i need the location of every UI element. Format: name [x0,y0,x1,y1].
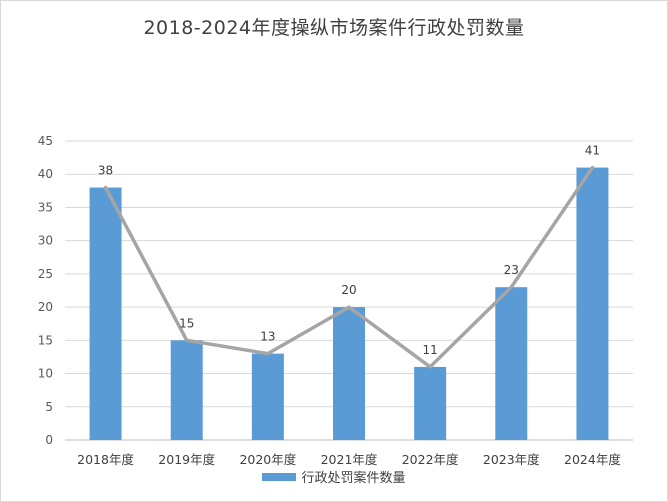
y-tick-label: 35 [38,200,53,214]
y-tick-label: 20 [38,300,53,314]
y-tick-label: 5 [45,400,53,414]
y-tick-label: 0 [45,433,53,447]
legend: 行政处罚案件数量 [1,467,667,486]
x-tick-label: 2023年度 [483,452,540,467]
data-label: 13 [260,330,275,344]
x-tick-label: 2020年度 [239,452,296,467]
bar-series [89,167,609,441]
chart-title: 2018-2024年度操纵市场案件行政处罚数量 [143,17,525,39]
x-tick-label: 2019年度 [158,452,215,467]
y-tick-label: 25 [38,267,53,281]
bar [414,366,447,440]
legend-label: 行政处罚案件数量 [301,471,406,486]
data-label: 11 [423,343,438,357]
data-label: 38 [98,164,113,178]
bar [89,187,122,440]
data-label: 41 [585,144,600,158]
legend-swatch-bar [262,472,297,481]
series-line [103,165,595,369]
y-tick-label: 10 [38,367,53,381]
x-tick-label: 2018年度 [77,452,134,467]
x-tick-label: 2021年度 [321,452,378,467]
bar [576,167,609,441]
line-series [103,165,595,369]
y-tick-label: 30 [38,234,53,248]
x-tick-label: 2024年度 [564,452,621,467]
bar [251,353,284,440]
data-label: 20 [341,283,356,297]
y-tick-label: 45 [38,134,53,148]
y-tick-label: 40 [38,167,53,181]
data-label: 15 [179,316,194,330]
y-axis-ticks: 0 5 10 15 20 25 30 35 40 45 [38,134,53,447]
y-tick-label: 15 [38,333,53,347]
data-label: 23 [504,263,519,277]
x-axis-ticks: 2018年度 2019年度 2020年度 2021年度 2022年度 2023年度 2024… [77,452,621,467]
bar [170,340,203,440]
data-labels: 38 15 13 20 11 23 41 [98,144,600,357]
x-tick-label: 2022年度 [402,452,459,467]
bar [495,287,528,440]
bar [333,307,365,440]
